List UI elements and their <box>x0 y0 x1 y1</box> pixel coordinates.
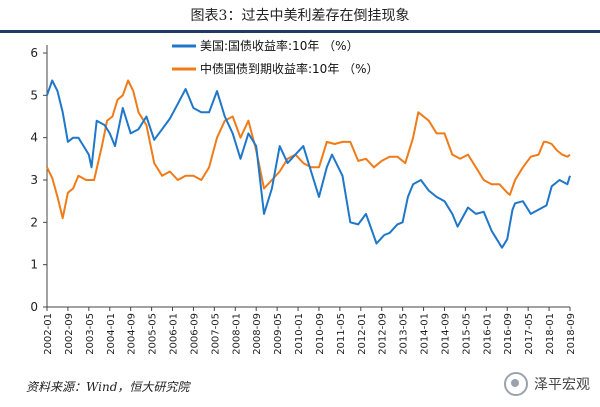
y-tick-label: 5 <box>30 88 38 102</box>
watermark: 泽平宏观 <box>504 372 590 396</box>
x-tick-label: 2004-09 <box>127 313 138 355</box>
source-note: 资料来源：Wind，恒大研究院 <box>26 380 190 394</box>
chart-lines <box>46 79 571 249</box>
chart-legend: 美国:国债收益率:10年 （%） 中债国债到期收益率:10年 （%） <box>172 38 379 76</box>
x-tick-label: 2011-05 <box>336 313 347 355</box>
series-line-us <box>46 79 571 249</box>
x-tick-label: 2010-01 <box>294 313 305 355</box>
legend-label: 美国:国债收益率:10年 （%） <box>200 38 359 53</box>
y-tick-label: 2 <box>30 215 38 229</box>
title-divider <box>0 30 600 33</box>
x-tick-label: 2008-09 <box>252 313 263 355</box>
x-tick-label: 2015-05 <box>461 313 472 355</box>
x-tick-label: 2016-09 <box>503 313 514 355</box>
x-tick-label: 2005-05 <box>148 313 159 355</box>
wechat-icon <box>504 372 528 396</box>
y-tick-label: 3 <box>30 173 38 187</box>
watermark-text: 泽平宏观 <box>534 377 590 393</box>
x-tick-label: 2007-05 <box>210 313 221 355</box>
x-tick-label: 2016-01 <box>482 313 493 355</box>
y-tick-label: 0 <box>30 300 38 314</box>
x-tick-label: 2010-09 <box>315 313 326 355</box>
chart-axes: 0 1 2 3 4 5 6 2002-01 2002-09 2003-05 2004-01 2004-… <box>30 45 577 355</box>
x-tick-label: 2012-09 <box>378 313 389 355</box>
legend-label: 中债国债到期收益率:10年 （%） <box>200 61 379 76</box>
x-tick-label: 2018-01 <box>545 313 556 355</box>
x-tick-label: 2012-01 <box>357 313 368 355</box>
x-tick-label: 2002-09 <box>64 313 75 355</box>
x-tick-label: 2017-05 <box>524 313 535 355</box>
y-tick-label: 1 <box>30 258 38 272</box>
chart-title: 图表3：过去中美利差存在倒挂现象 <box>190 8 410 24</box>
x-tick-label: 2008-01 <box>231 313 242 355</box>
x-tick-label: 2014-01 <box>420 313 431 355</box>
x-tick-label: 2013-05 <box>399 313 410 355</box>
y-tick-label: 4 <box>30 131 38 145</box>
x-tick-label: 2006-09 <box>189 313 200 355</box>
x-tick-label: 2002-01 <box>43 313 54 355</box>
x-tick-label: 2018-09 <box>566 313 577 355</box>
series-line-cn <box>46 79 571 220</box>
x-tick-label: 2009-05 <box>273 313 284 355</box>
x-tick-label: 2014-09 <box>440 313 451 355</box>
x-tick-label: 2003-05 <box>85 313 96 355</box>
x-tick-label: 2004-01 <box>106 313 117 355</box>
y-tick-label: 6 <box>30 46 38 60</box>
x-tick-label: 2006-01 <box>169 313 180 355</box>
